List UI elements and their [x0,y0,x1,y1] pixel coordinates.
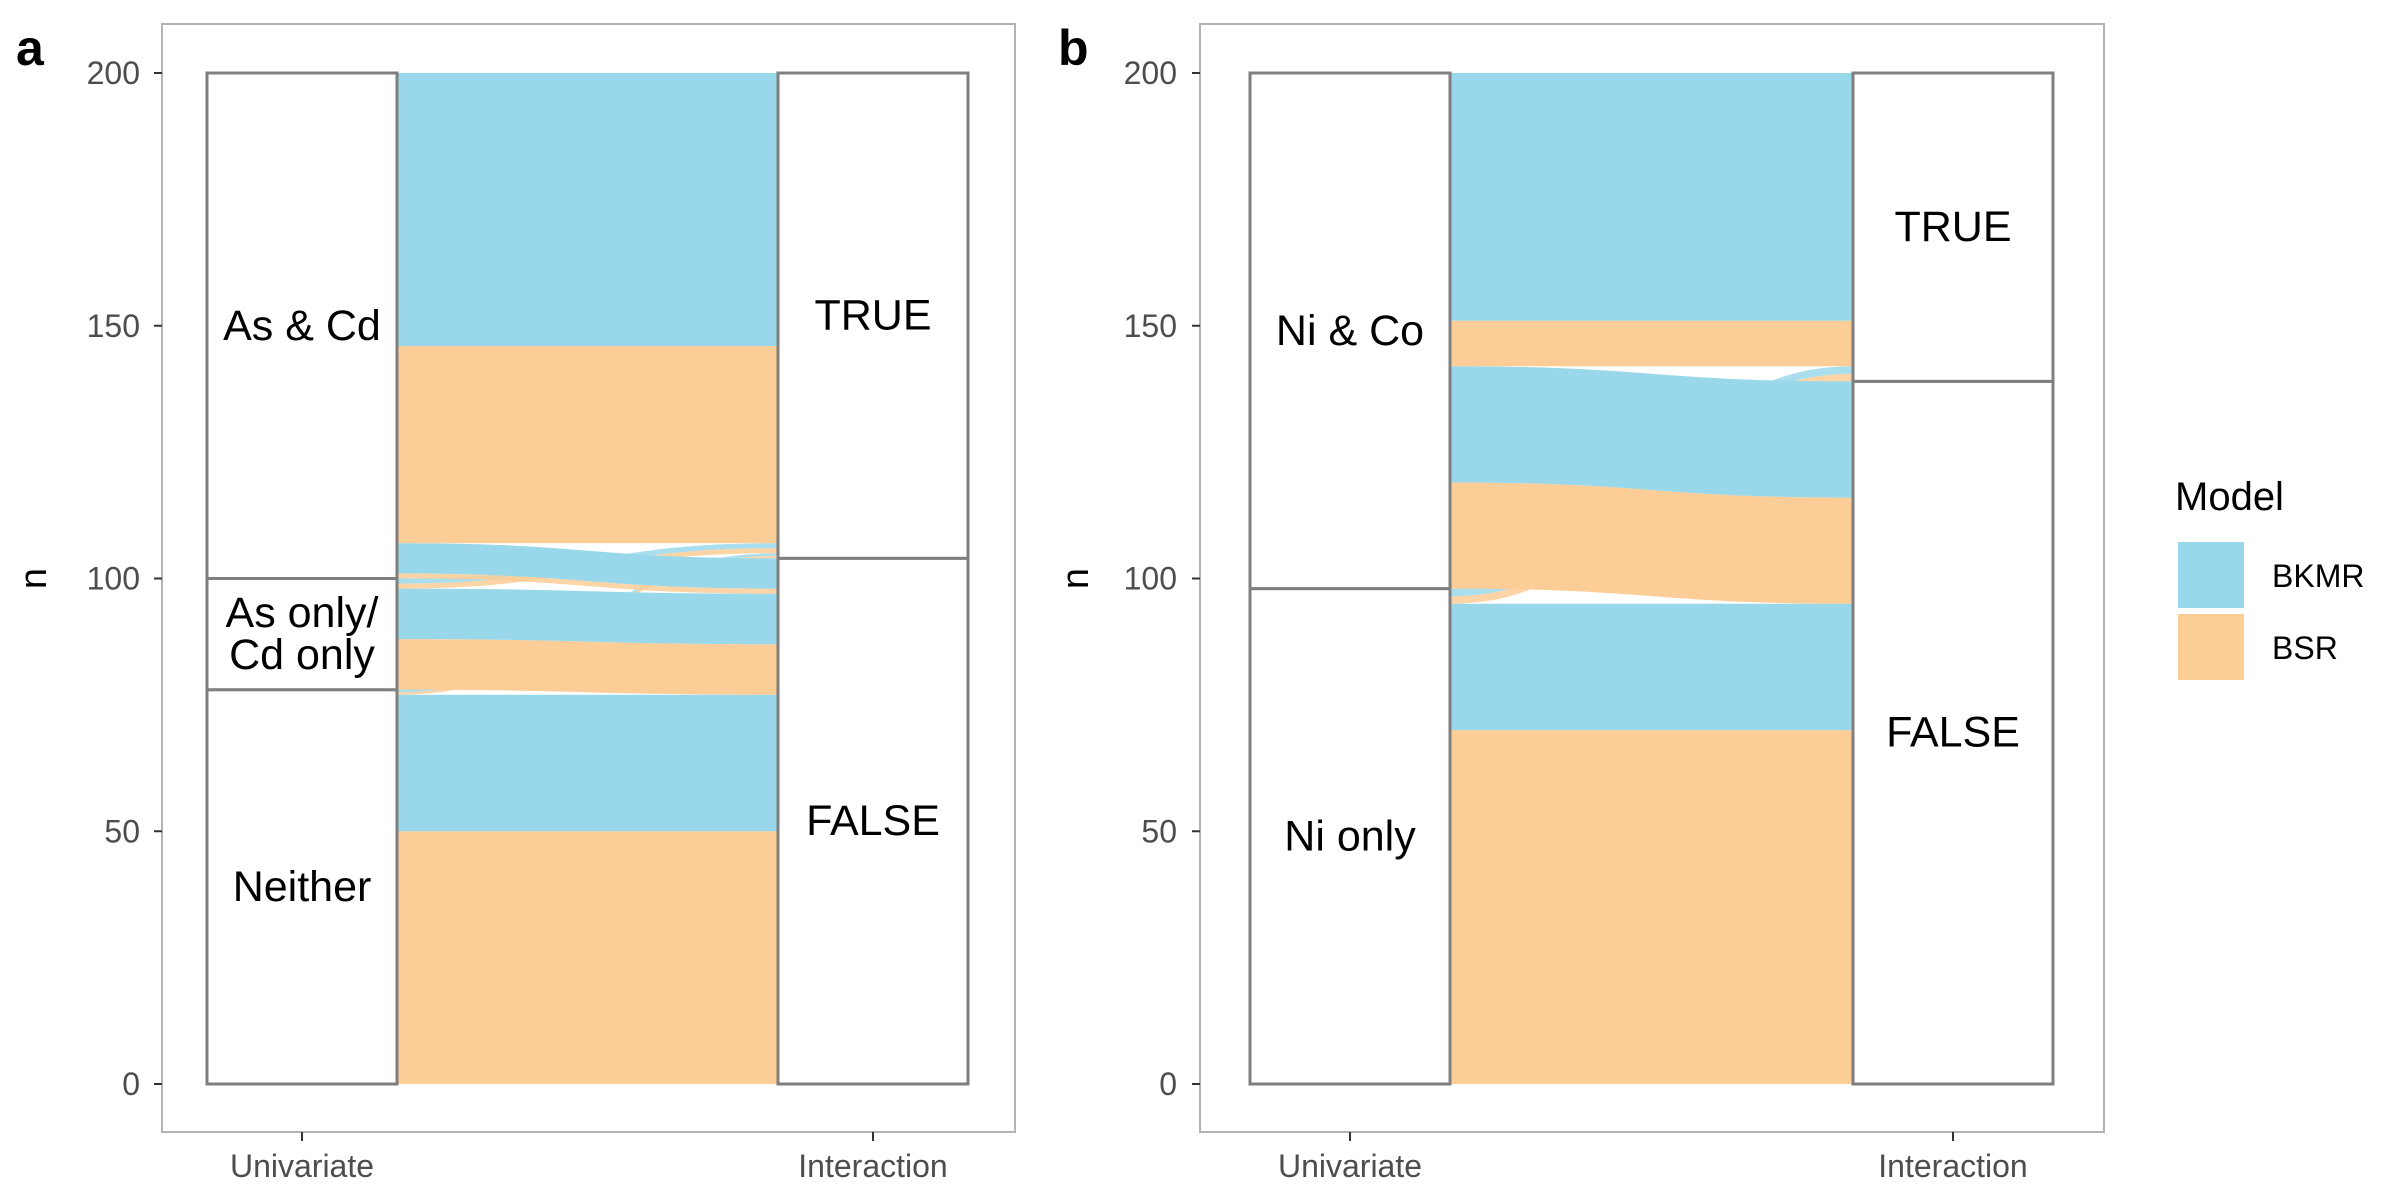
flow-bsr-ni-co-to-true [1450,320,1853,367]
stratum-label-true: TRUE [814,292,931,340]
legend-swatch-bkmr [2178,542,2244,608]
stratum-label-false: FALSE [1886,709,2020,757]
stratum-label-as-only-cd-only: As only/Cd only [226,589,379,679]
stratum-label-line: Ni only [1284,812,1416,860]
flows [1450,73,1853,1084]
x-tick-label-interaction: Interaction [798,1148,947,1184]
legend-label-bsr: BSR [2272,630,2338,666]
stratum-label-line: TRUE [814,292,931,340]
panel-a: a n 0 50 100 150 200 Univariate Interaction Neith… [13,20,1016,1184]
y-tick-label: 100 [87,561,140,597]
stratum-label-ni-co: Ni & Co [1276,307,1424,355]
y-tick-label: 200 [87,55,140,91]
stratum-box-false [1851,379,2055,1086]
stratum-label-true: TRUE [1894,203,2011,251]
stratum-box-neither [205,688,399,1086]
legend-title: Model [2175,475,2284,519]
legend-swatch-bsr [2178,614,2244,680]
stratum-box-ni-only [1248,587,1452,1086]
y-tick-label: 50 [1141,813,1177,849]
x-tick-label-interaction: Interaction [1878,1148,2027,1184]
x-tick-label-univariate: Univariate [1278,1148,1422,1184]
flow-bsr-as-cd-to-false [397,573,778,594]
legend-label-bkmr: BKMR [2272,558,2364,594]
y-tick-label: 0 [1159,1066,1177,1102]
flow-bsr-ni-only-to-false [1450,730,1853,1084]
flow-bkmr-ni-only-to-false [1450,603,1853,731]
stratum-box-as-cd [205,71,399,580]
flow-bkmr-as-cd-to-false [397,543,778,589]
flow-bsr-as-cd-to-true [397,345,778,544]
x-tick-label-univariate: Univariate [230,1148,374,1184]
y-tick-label: 150 [1124,308,1177,344]
flow-bsr-neither-to-false [397,831,778,1084]
y-tick-label: 200 [1124,55,1177,91]
flow-bkmr-neither-to-false [397,694,778,832]
stratum-label-ni-only: Ni only [1284,812,1416,860]
stratum-label-as-cd: As & Cd [223,302,381,350]
stratum-label-line: Neither [233,863,372,911]
stratum-box-true [1851,71,2055,383]
stratum-box-true [776,71,970,560]
flow-bkmr-as-cd-to-true [397,73,778,346]
stratum-label-line: Cd only [229,631,375,679]
stratum-label-line: Ni & Co [1276,307,1424,355]
stratum-label-line: FALSE [1886,709,2020,757]
strata: Ni only Ni & Co FALSE TRUE [1248,71,2055,1086]
stratum-box-false [776,556,970,1086]
strata: Neither As only/Cd only As & Cd FALSE TRUE [205,71,970,1086]
flow-bkmr-as-only-cd-only-to-false [397,588,778,645]
panel-tag: b [1058,20,1089,76]
flow-bkmr-ni-co-to-true [1450,73,1853,321]
y-tick-label: 0 [122,1066,140,1102]
y-tick-label: 50 [104,813,140,849]
stratum-box-ni-co [1248,71,1452,591]
stratum-label-line: As only/ [226,589,379,637]
stratum-label-line: FALSE [806,797,940,845]
y-axis-label: n [1055,568,1097,589]
y-axis-label: n [13,568,55,589]
stratum-label-neither: Neither [233,863,372,911]
stratum-label-false: FALSE [806,797,940,845]
flow-bsr-as-only-cd-only-to-false [397,639,778,695]
flow-bsr-ni-co-to-false [1450,482,1853,604]
legend: Model BKMR BSR [2175,475,2364,680]
panel-b: b n 0 50 100 150 200 Univariate Interaction Ni on… [1055,20,2105,1184]
stratum-label-line: TRUE [1894,203,2011,251]
y-tick-label: 150 [87,308,140,344]
flow-bkmr-ni-co-to-false [1450,366,1853,498]
flows [397,73,778,1084]
panel-tag: a [16,20,45,76]
stratum-label-line: As & Cd [223,302,381,350]
y-tick-label: 100 [1124,561,1177,597]
